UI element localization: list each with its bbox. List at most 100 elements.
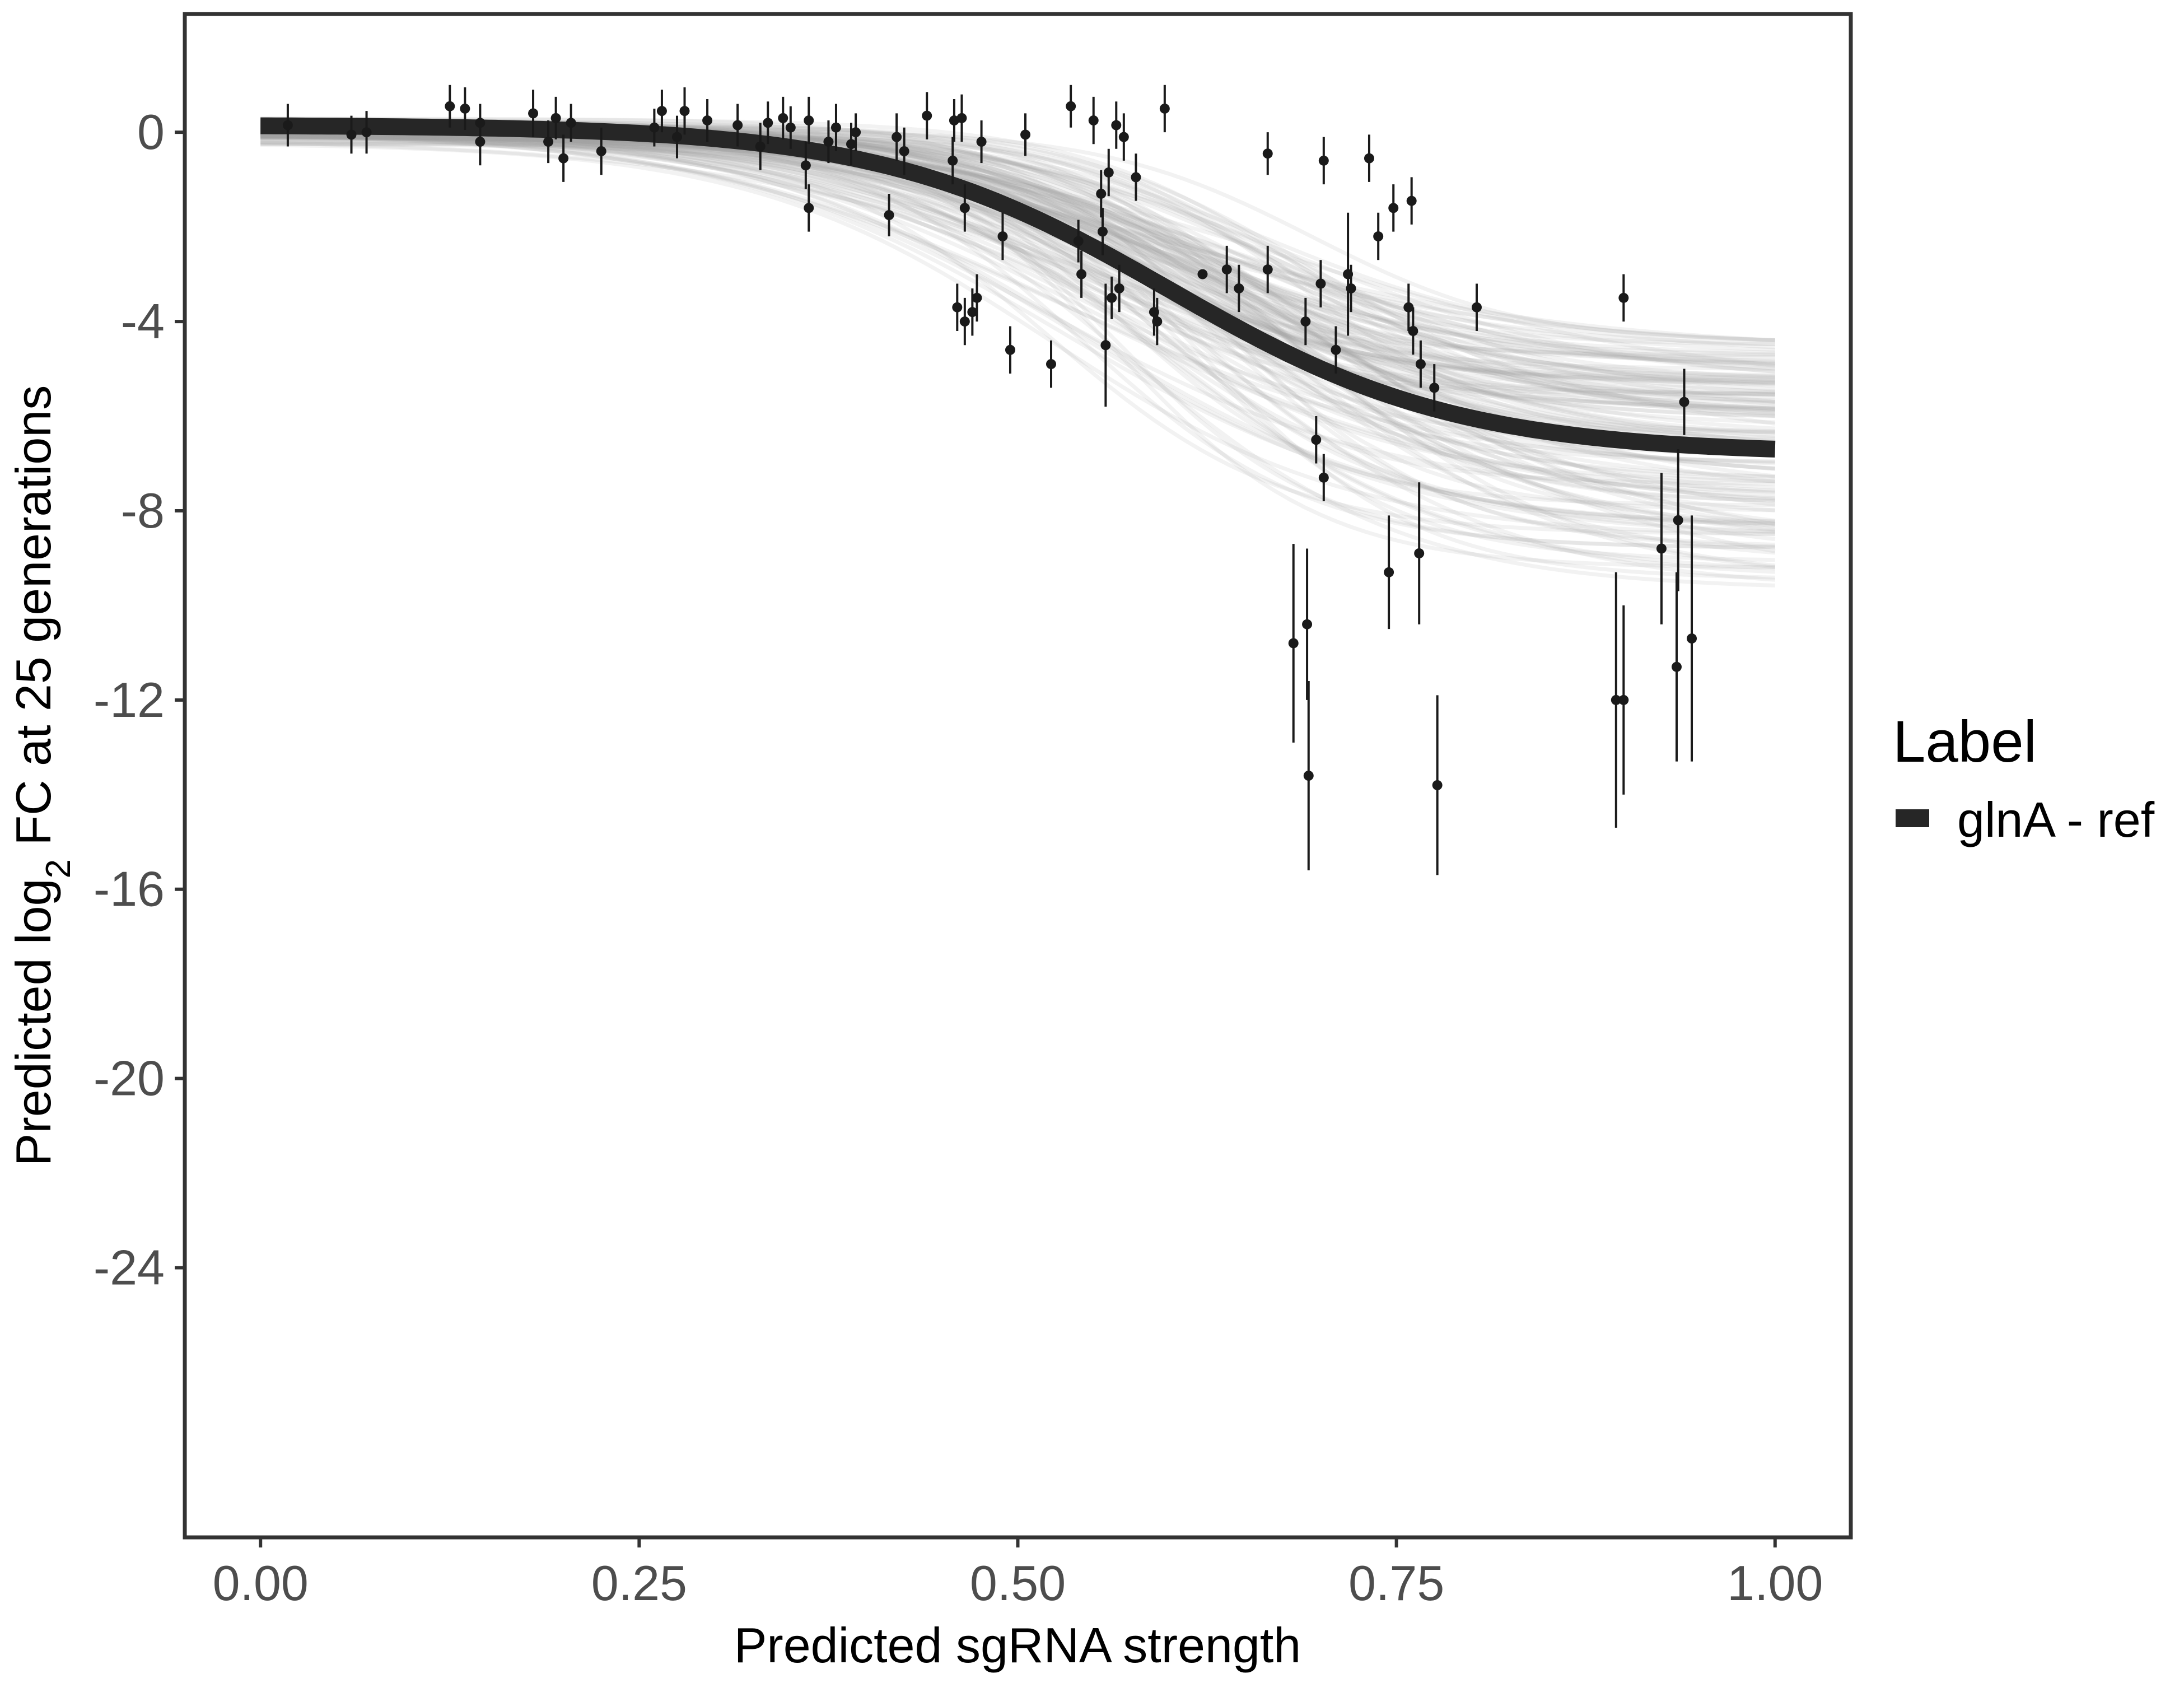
legend: Label glnA - ref [1893, 709, 2155, 847]
point-marker [1234, 283, 1244, 293]
point-marker [1076, 269, 1087, 279]
data-point [1315, 260, 1326, 307]
point-marker [1611, 694, 1621, 705]
data-points [282, 85, 1697, 875]
point-marker [1100, 340, 1111, 351]
data-point [1221, 245, 1232, 293]
posterior-draw-line [260, 132, 1775, 397]
data-point [800, 142, 811, 189]
data-point [1373, 212, 1384, 260]
data-point [1118, 113, 1129, 161]
posterior-draw-line [260, 138, 1775, 536]
point-marker [972, 292, 982, 303]
posterior-draw-line [260, 131, 1775, 385]
y-tick-label: -4 [121, 293, 165, 349]
data-point [972, 274, 982, 322]
point-marker [1197, 269, 1208, 279]
point-marker [1111, 120, 1122, 130]
data-point [566, 104, 576, 142]
data-point [997, 212, 1008, 260]
data-point [732, 104, 743, 147]
data-point [1408, 307, 1418, 355]
y-axis-title: Predicted log2 FC at 25 generations [6, 385, 78, 1166]
data-point [1005, 326, 1015, 374]
data-point [460, 87, 470, 130]
data-point [1152, 297, 1163, 346]
point-marker [1414, 548, 1425, 558]
data-point [1414, 482, 1425, 624]
posterior-draw-line [260, 134, 1775, 425]
point-marker [1262, 264, 1273, 275]
posterior-draw-line [260, 136, 1776, 431]
posterior-draw-line [260, 135, 1775, 463]
posterior-draw-line [260, 129, 1776, 470]
data-point [1388, 184, 1399, 232]
posterior-draw-line [260, 128, 1776, 532]
point-marker [1671, 661, 1682, 672]
y-tick-label: -20 [94, 1051, 165, 1106]
point-marker [1159, 103, 1170, 114]
point-marker [948, 155, 958, 166]
legend-key-glna-ref [1896, 809, 1929, 827]
data-point [1096, 170, 1107, 218]
data-point [1131, 153, 1141, 201]
data-point [949, 99, 959, 142]
point-marker [445, 101, 455, 111]
data-point [1046, 340, 1056, 388]
y-tick-label: -16 [94, 861, 165, 917]
data-point [1076, 250, 1087, 298]
point-marker [460, 103, 470, 114]
point-marker [1415, 359, 1426, 370]
data-point [785, 106, 796, 149]
point-marker [892, 132, 902, 142]
point-marker [1088, 115, 1099, 126]
data-point [778, 96, 788, 139]
point-marker [475, 118, 486, 128]
data-point [649, 108, 660, 147]
data-point [922, 92, 932, 139]
data-point [884, 193, 894, 237]
posterior-draw-line [260, 127, 1776, 553]
point-marker [1432, 780, 1443, 790]
data-point [804, 96, 814, 144]
point-marker [851, 127, 861, 138]
posterior-draw-line [260, 138, 1776, 495]
data-point [1618, 274, 1629, 322]
x-tick-label: 0.00 [213, 1555, 309, 1611]
point-marker [967, 307, 978, 318]
posterior-draw-line [260, 127, 1775, 493]
x-axis-title: Predicted sgRNA strength [734, 1617, 1301, 1673]
point-marker [884, 210, 894, 221]
point-marker [1288, 638, 1299, 649]
data-point [1073, 220, 1084, 263]
data-point [851, 113, 861, 151]
point-marker [656, 106, 667, 116]
posterior-draw-line [260, 136, 1775, 352]
point-marker [899, 146, 909, 156]
point-marker [976, 137, 987, 147]
y-tick-label: -12 [94, 672, 165, 728]
posterior-draw-line [260, 132, 1775, 465]
data-point [1234, 264, 1244, 313]
data-point [1088, 96, 1099, 144]
data-point [1429, 364, 1440, 412]
point-marker [1373, 231, 1384, 242]
point-marker [1364, 153, 1374, 164]
point-marker [1346, 283, 1356, 293]
posterior-draw-line [260, 142, 1776, 374]
point-marker [1403, 302, 1414, 313]
point-marker [1618, 694, 1629, 705]
point-marker [1300, 316, 1311, 327]
data-point [1300, 297, 1311, 346]
posterior-draw-line [260, 134, 1775, 494]
data-point [823, 120, 834, 164]
data-point [1656, 473, 1667, 624]
data-point [1197, 269, 1208, 279]
data-point [763, 101, 773, 144]
data-point [1611, 572, 1621, 828]
posterior-draw-line [260, 135, 1776, 391]
point-marker [679, 106, 690, 116]
data-point [475, 104, 486, 142]
data-point [1331, 326, 1341, 374]
